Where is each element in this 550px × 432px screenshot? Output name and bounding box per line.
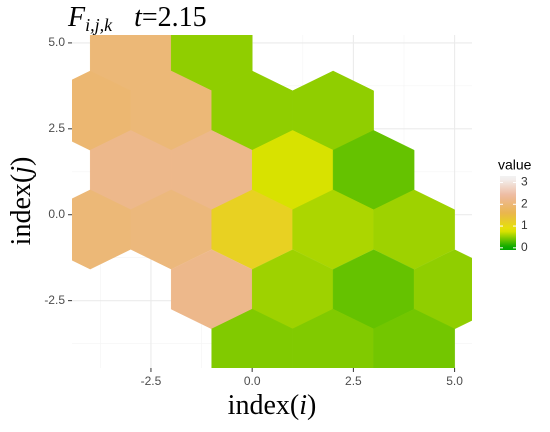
y-tick-label: 2.5 [48, 121, 65, 135]
x-tick-label: 0.0 [244, 374, 261, 388]
title-time-value: =2.15 [142, 2, 207, 33]
legend-tick-label: 3 [521, 175, 528, 189]
x-axis-label: index(i) [228, 390, 317, 421]
hexagon [373, 189, 455, 270]
x-tick-label: -2.5 [141, 374, 162, 388]
y-tick-label: 5.0 [48, 35, 65, 49]
x-label-text: index( [228, 390, 300, 421]
legend-title: value [498, 157, 532, 173]
y-tick-label: -2.5 [44, 293, 65, 307]
legend-colorbar [500, 176, 516, 250]
title-time-symbol: t [134, 2, 143, 33]
title-subscript: i,j,k [85, 15, 113, 35]
y-label-text: ) [6, 157, 37, 166]
legend-tick-label: 1 [521, 218, 528, 232]
y-axis-label: index(j) [6, 157, 37, 246]
x-label-var: i [299, 390, 307, 421]
y-tick-label: 0.0 [48, 207, 65, 221]
legend-tick-label: 2 [521, 196, 528, 210]
title-symbol: F [67, 2, 86, 33]
y-label-text: index( [6, 174, 37, 246]
hexagon [373, 308, 455, 368]
hexagons [72, 35, 472, 368]
legend-tick-label: 0 [521, 240, 528, 254]
x-tick-label: 2.5 [345, 374, 362, 388]
x-label-text: ) [307, 390, 316, 421]
y-label-var: j [6, 166, 37, 177]
chart-title: Fi,j,k t=2.15 [67, 2, 207, 35]
x-tick-label: 5.0 [446, 374, 463, 388]
